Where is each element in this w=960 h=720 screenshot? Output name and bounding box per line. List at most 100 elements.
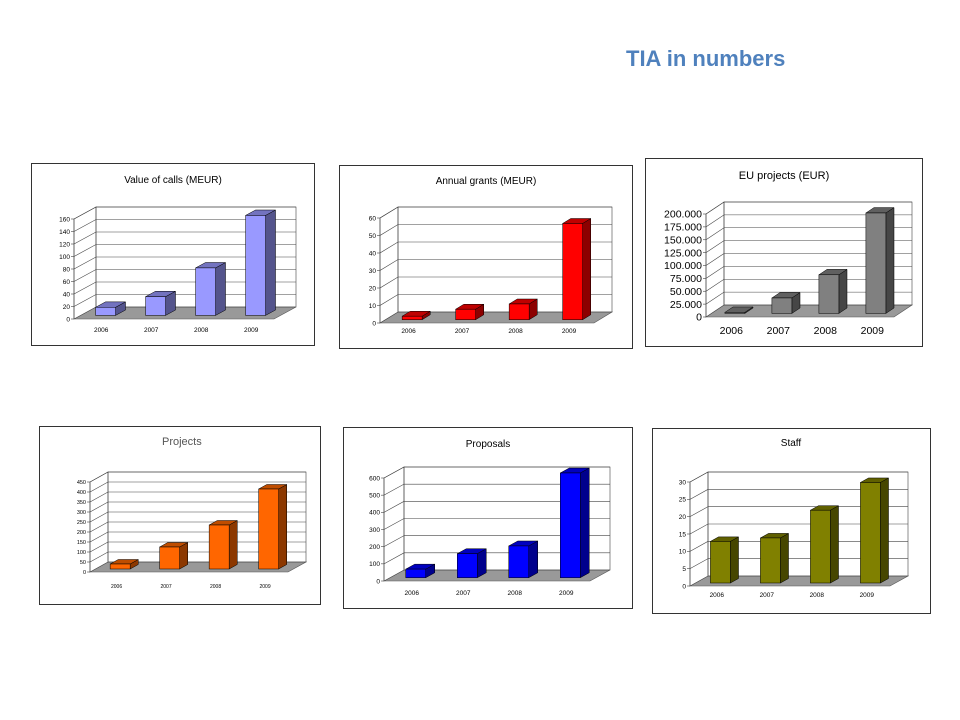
gridline: [379, 259, 612, 271]
bar-side: [838, 268, 848, 314]
y-tick-label: 25.000: [670, 299, 702, 311]
chart-annual-grants: Annual grants (MEUR) 0 10 20 30 40 50 60 2006 200…: [339, 165, 633, 349]
bar: [95, 301, 126, 316]
chart-projects: Projects 0 50 100 150 200 250 300 350 400 450 2006 2…: [39, 426, 321, 605]
bar-side: [580, 467, 590, 579]
bar: [508, 540, 538, 579]
y-tick-label: 30: [679, 479, 687, 486]
gridline: [379, 276, 612, 289]
y-tick-label: 40: [369, 250, 377, 257]
gridline: [705, 253, 912, 266]
x-category-label: 2006: [111, 584, 122, 590]
bar-front: [724, 312, 746, 314]
gridline: [705, 278, 912, 292]
y-tick-label: 60: [369, 215, 377, 222]
bar: [709, 536, 740, 584]
gridline: [689, 489, 908, 500]
y-tick-label: 20: [369, 285, 377, 292]
x-category-label: 2009: [559, 590, 574, 597]
y-tick-label: 20: [63, 304, 71, 311]
x-category-label: 2006: [710, 592, 725, 599]
x-category-label: 2009: [861, 325, 885, 337]
gridline: [705, 266, 912, 279]
chart-proposals: Proposals 0 100 200 300 400 500 600 2006 2007 2008…: [343, 427, 633, 609]
x-category-label: 2008: [210, 584, 221, 590]
y-tick-label: 40: [63, 291, 71, 298]
chart-svg: Projects 0 50 100 150 200 250 300 350 400 450 2006 2…: [77, 436, 308, 590]
gridline: [73, 269, 296, 282]
bar-front: [95, 307, 116, 316]
bar-front: [258, 488, 279, 570]
gridline: [383, 552, 610, 565]
gridline: [89, 481, 306, 493]
bar-side: [780, 533, 789, 584]
bar: [145, 290, 176, 316]
x-category-label: 2007: [456, 590, 471, 597]
gridline: [705, 227, 912, 240]
gridline: [89, 551, 306, 563]
gridline: [73, 256, 296, 270]
bar-front: [401, 315, 423, 320]
bar-front: [455, 308, 476, 320]
chart-svg: Value of calls (MEUR) 0 20 40 60 80 100 120 140 1…: [59, 175, 297, 334]
bar-front: [457, 553, 478, 578]
bar-front: [760, 537, 781, 584]
y-tick-label: 200.000: [664, 209, 702, 221]
y-tick-label: 50.000: [670, 286, 702, 298]
bar: [195, 262, 226, 316]
gridline: [383, 518, 610, 530]
x-category-label: 2009: [562, 328, 577, 335]
y-tick-label: 20: [679, 514, 687, 521]
bar: [561, 218, 592, 321]
bar-front: [810, 509, 831, 584]
x-category-label: 2007: [144, 327, 159, 334]
x-category-label: 2009: [860, 592, 875, 599]
gridline: [705, 240, 912, 253]
y-tick-label: 200: [369, 544, 380, 551]
gridline: [73, 294, 296, 307]
page-title: TIA in numbers: [626, 46, 786, 71]
gridline: [689, 541, 908, 552]
y-tick-label: 10: [679, 549, 687, 556]
bar: [109, 559, 140, 570]
bar-front: [771, 297, 793, 314]
gridline: [383, 501, 610, 513]
chart-svg: Annual grants (MEUR) 0 10 20 30 40 50 60 2006 200…: [369, 176, 614, 335]
chart-eu-projects: EU projects (EUR) 0 25.000 50.000 75.000 100.…: [645, 158, 923, 347]
gridline: [379, 206, 612, 219]
chart-title: Proposals: [466, 439, 510, 450]
bar-side: [830, 505, 839, 584]
x-category-label: 2008: [810, 592, 825, 599]
gridline: [705, 291, 912, 305]
x-category-label: 2009: [244, 327, 259, 334]
gridline: [689, 506, 908, 517]
bar-side: [885, 207, 895, 314]
chart-title: Projects: [162, 436, 202, 448]
gridline: [89, 521, 306, 533]
x-category-label: 2008: [814, 325, 838, 337]
chart-svg: Staff 0 5 10 15 20 25 30 2006 2007 2008 2009: [679, 438, 910, 599]
y-tick-label: 350: [77, 500, 86, 506]
gridline: [383, 483, 610, 496]
bar: [245, 209, 276, 316]
y-tick-label: 400: [369, 510, 380, 517]
bar-side: [228, 520, 238, 570]
y-tick-label: 450: [77, 480, 86, 486]
y-tick-label: 140: [59, 229, 70, 236]
y-tick-label: 300: [369, 527, 380, 534]
x-category-label: 2006: [405, 590, 420, 597]
bar-front: [159, 546, 180, 570]
y-tick-label: 100: [369, 561, 380, 568]
y-tick-label: 30: [369, 268, 377, 275]
y-tick-label: 125.000: [664, 247, 702, 259]
chart-title: Staff: [781, 438, 802, 449]
y-tick-label: 400: [77, 490, 86, 496]
gridline: [89, 541, 306, 553]
bar-front: [109, 563, 131, 570]
bar-side: [582, 218, 591, 321]
chart-title: Value of calls (MEUR): [124, 175, 222, 186]
y-tick-label: 500: [369, 492, 380, 499]
bar-front: [208, 524, 230, 570]
bar-side: [730, 536, 739, 584]
gridline: [73, 231, 296, 245]
